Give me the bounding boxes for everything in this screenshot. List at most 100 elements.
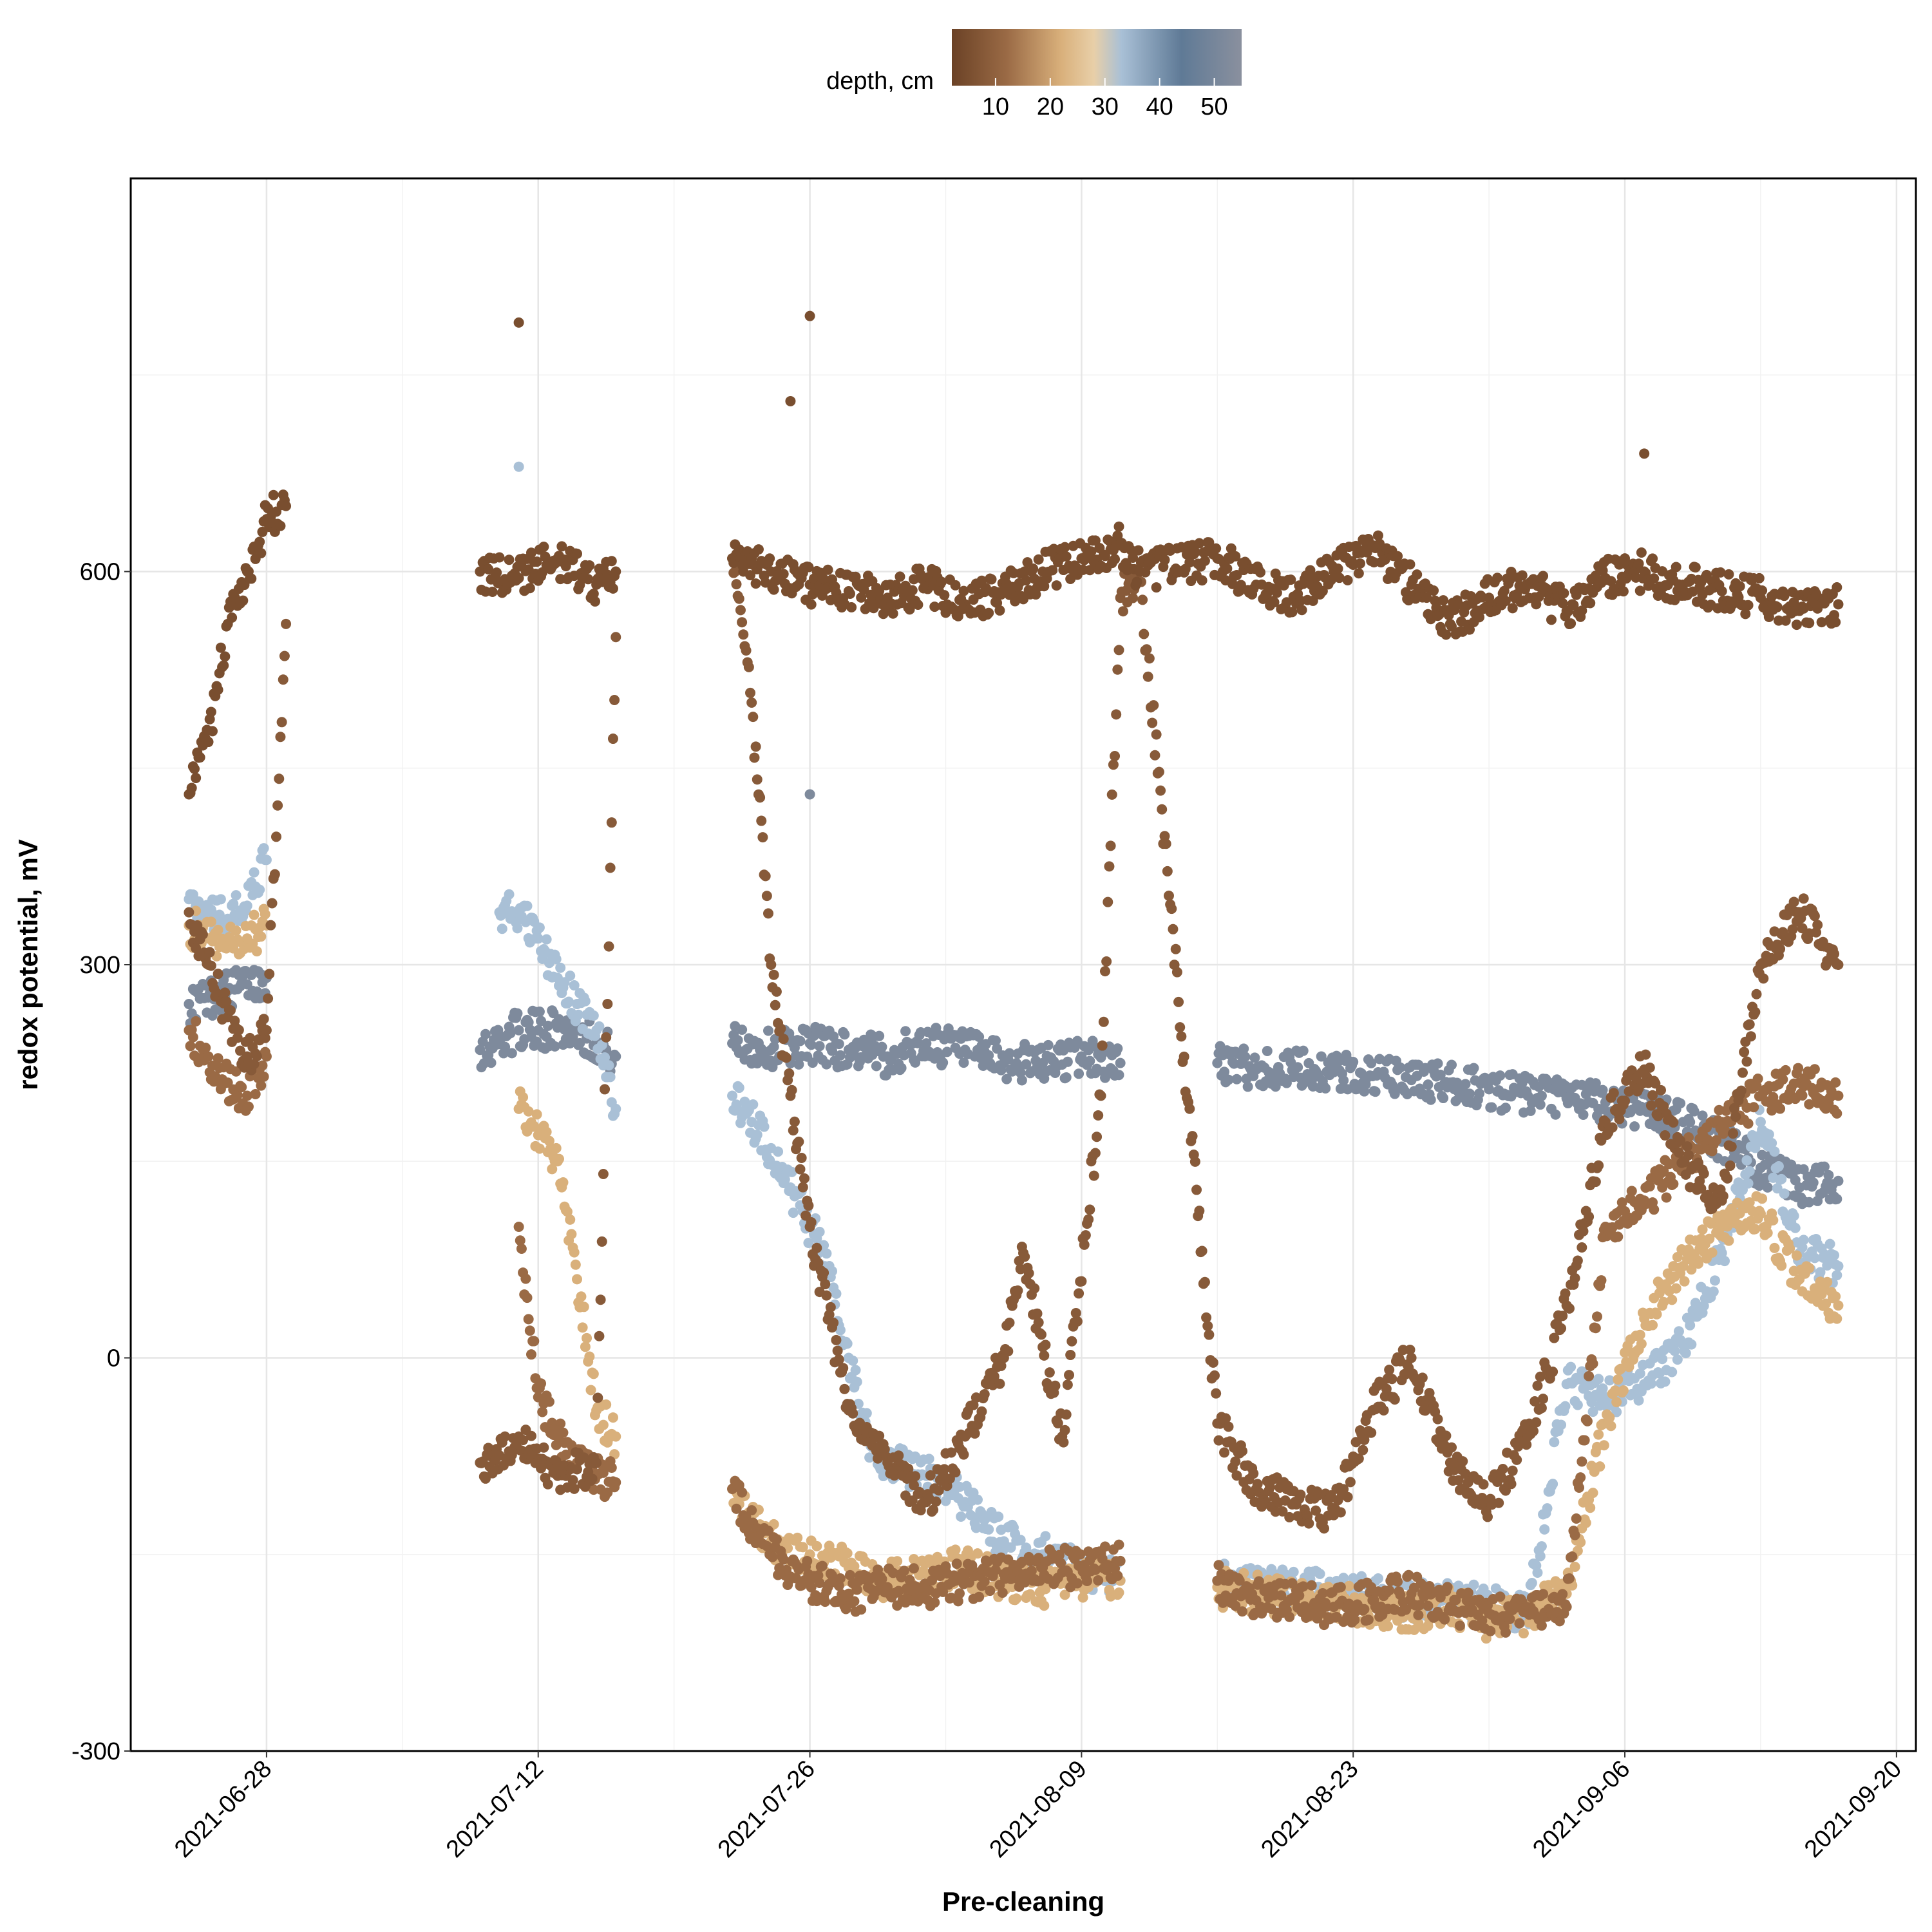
data-point: [1468, 1063, 1479, 1074]
data-point: [1673, 1326, 1684, 1337]
data-point: [839, 1029, 850, 1040]
data-point: [1090, 1148, 1101, 1159]
data-point: [1132, 576, 1142, 587]
colorbar: [952, 29, 1242, 86]
data-point: [1211, 1388, 1222, 1399]
data-point: [1495, 1591, 1506, 1602]
data-point: [264, 969, 275, 980]
data-point: [1403, 1569, 1414, 1580]
data-point: [760, 871, 771, 882]
data-point: [950, 1467, 961, 1478]
data-point: [1242, 1081, 1253, 1092]
data-point: [851, 1584, 862, 1595]
data-point: [1276, 1590, 1287, 1601]
data-point: [1780, 1065, 1791, 1075]
data-point: [1719, 1124, 1730, 1135]
data-point: [763, 908, 773, 919]
data-point: [497, 923, 507, 934]
data-point: [985, 1586, 996, 1596]
data-point: [1548, 1479, 1558, 1490]
data-point: [270, 831, 281, 842]
data-point: [1608, 1088, 1619, 1099]
data-point: [1785, 1243, 1795, 1254]
data-point: [1708, 1286, 1719, 1297]
data-point: [1113, 1587, 1124, 1598]
data-point: [1719, 1256, 1730, 1267]
data-point: [236, 1082, 247, 1093]
data-point: [1723, 1235, 1734, 1246]
data-point: [1021, 1059, 1032, 1070]
data-point: [1722, 1173, 1733, 1184]
data-point: [1139, 629, 1150, 639]
data-point: [849, 1561, 860, 1572]
data-point: [1113, 1539, 1124, 1550]
data-point: [1613, 1231, 1624, 1242]
data-point: [1832, 1270, 1842, 1281]
data-point: [1477, 1615, 1488, 1626]
data-point: [569, 1247, 580, 1258]
data-point: [771, 986, 782, 997]
data-point: [1657, 1354, 1668, 1365]
data-point: [257, 1060, 268, 1071]
data-point: [821, 1059, 832, 1070]
data-point: [1372, 1573, 1383, 1584]
data-point: [601, 1399, 612, 1410]
data-point: [1788, 896, 1799, 907]
data-point: [1032, 1308, 1043, 1319]
data-point: [526, 1349, 536, 1360]
data-point: [256, 547, 267, 558]
data-point: [233, 1025, 244, 1036]
data-point: [775, 1023, 786, 1034]
data-point: [1237, 1606, 1248, 1617]
data-point: [1103, 896, 1113, 907]
data-point: [1564, 1303, 1575, 1314]
data-point: [913, 1037, 923, 1048]
data-point: [1698, 1168, 1709, 1179]
data-point: [1079, 1239, 1090, 1250]
data-point: [1671, 1283, 1681, 1294]
data-point: [577, 1322, 588, 1333]
data-point: [1644, 1181, 1655, 1192]
data-point: [1716, 1247, 1727, 1258]
data-point: [275, 732, 286, 743]
data-point: [1777, 1074, 1788, 1085]
data-point: [1044, 1367, 1055, 1378]
data-point: [1061, 551, 1072, 562]
data-point: [938, 1057, 949, 1068]
data-point: [1525, 1105, 1536, 1116]
data-point: [739, 1096, 750, 1107]
data-point: [261, 855, 272, 866]
data-point: [1751, 989, 1762, 999]
data-point: [1223, 1074, 1234, 1085]
data-point: [752, 774, 762, 785]
data-point: [536, 1463, 547, 1473]
data-point: [908, 1563, 919, 1574]
data-point: [1775, 1103, 1786, 1114]
data-point: [1463, 1587, 1473, 1598]
data-point: [926, 1575, 937, 1586]
data-point: [1001, 1074, 1012, 1084]
colorbar-tick-label: 30: [1092, 93, 1119, 120]
data-point: [213, 969, 223, 980]
data-point: [1779, 1188, 1790, 1199]
data-point: [1750, 1224, 1761, 1235]
data-point: [1598, 1440, 1609, 1451]
data-point: [1536, 1620, 1547, 1631]
data-point: [1004, 1317, 1015, 1328]
data-point: [1486, 1102, 1497, 1113]
data-point: [893, 1586, 904, 1596]
data-point: [275, 520, 286, 531]
data-point: [1763, 1129, 1774, 1140]
data-point: [611, 1051, 621, 1062]
data-point: [895, 571, 905, 582]
data-point: [983, 1524, 994, 1535]
data-point: [213, 924, 223, 935]
data-point: [1572, 1255, 1583, 1266]
data-point: [1500, 1627, 1511, 1638]
data-point: [1654, 1287, 1665, 1298]
data-point: [1358, 1444, 1368, 1455]
data-point: [1173, 996, 1184, 1007]
data-point: [1072, 1316, 1083, 1327]
data-point: [518, 1435, 529, 1446]
data-point: [1755, 1208, 1766, 1219]
